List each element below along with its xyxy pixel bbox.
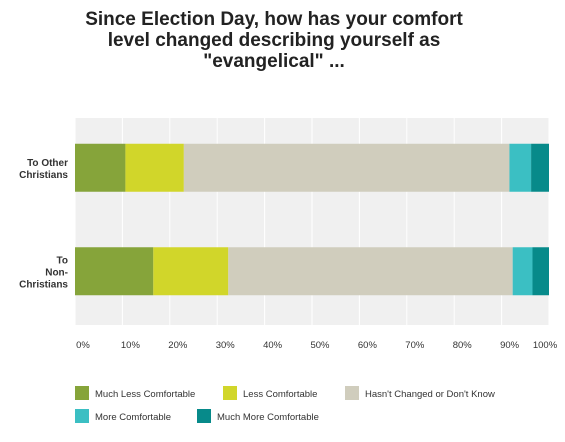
category-label: Non- [45,267,68,278]
legend-swatch [75,409,89,423]
x-tick-label: 70% [405,340,425,351]
category-label: To Other [27,158,68,169]
legend-swatch [223,386,237,400]
legend-swatch [197,409,211,423]
x-tick-label: 60% [358,340,378,351]
bar-segment[interactable] [512,247,533,296]
x-tick-label: 40% [263,340,283,351]
x-tick-label: 90% [500,340,520,351]
bar-segment[interactable] [75,247,154,296]
category-label: Christians [19,170,68,181]
x-tick-label: 20% [168,340,188,351]
chart-title: Since Election Day, how has your comfort… [85,9,463,72]
legend-swatch [345,386,359,400]
x-tick-label: 30% [216,340,236,351]
bar-segment[interactable] [531,143,549,192]
category-label: Christians [19,279,68,290]
legend-swatch [75,386,89,400]
bars [75,143,549,296]
bar-segment[interactable] [228,247,513,296]
bar-segment[interactable] [183,143,510,192]
bar-segment[interactable] [125,143,184,192]
x-tick-label: 100% [533,340,558,351]
x-tick-label: 50% [310,340,330,351]
bar-segment[interactable] [532,247,549,296]
bar-segment[interactable] [153,247,229,296]
x-tick-label: 10% [121,340,141,351]
x-tick-label: 80% [453,340,473,351]
bar-segment[interactable] [509,143,532,192]
category-label: To [57,255,68,266]
legend-label: Hasn't Changed or Don't Know [365,389,495,400]
legend-label: Much Less Comfortable [95,389,195,400]
legend-label: More Comfortable [95,412,171,423]
legend-label: Much More Comfortable [217,412,319,423]
bar-segment[interactable] [75,143,126,192]
x-tick-labels: 0% 10% 20% 30% 40% 50% 60% 70% 80% 90% 100% [76,340,558,351]
x-tick-label: 0% [76,340,90,351]
legend-label: Less Comfortable [243,389,317,400]
legend: Much Less Comfortable Less Comfortable Has… [75,386,495,423]
